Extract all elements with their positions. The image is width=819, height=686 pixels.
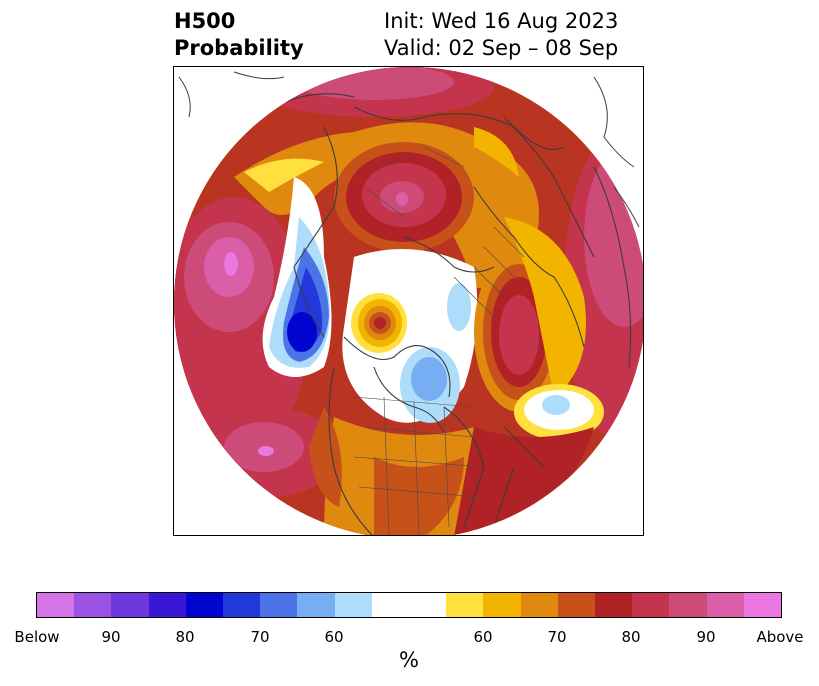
map-frame — [173, 66, 644, 536]
map-title-right: Init: Wed 16 Aug 2023 Valid: 02 Sep – 08… — [384, 8, 618, 62]
colorbar-tick-label: 80 — [621, 628, 641, 646]
colorbar-segment — [557, 593, 596, 617]
colorbar-segment — [334, 593, 372, 617]
colorbar-segment — [297, 593, 335, 617]
country-borders — [353, 146, 525, 535]
colorbar-tick-label: Above — [756, 628, 804, 646]
colorbar-segment — [446, 593, 484, 617]
title-product: Probability — [174, 36, 304, 60]
colorbar-segment — [632, 593, 670, 617]
colorbar-segment — [595, 593, 633, 617]
colorbar-tick-label: 80 — [175, 628, 195, 646]
colorbar-segment — [483, 593, 521, 617]
colorbar-segment — [743, 593, 782, 617]
colorbar-segment — [74, 593, 112, 617]
colorbar-segment — [409, 593, 447, 617]
colorbar-segment — [669, 593, 707, 617]
colorbar-tick-label: Below — [14, 628, 60, 646]
colorbar-tick-label: 60 — [473, 628, 493, 646]
outer-coastlines — [178, 71, 640, 228]
probability-map — [174, 67, 643, 535]
colorbar-segment — [148, 593, 186, 617]
colorbar-tick-label: 90 — [101, 628, 121, 646]
colorbar-segment — [371, 593, 410, 617]
colorbar-segment — [706, 593, 744, 617]
colorbar — [36, 592, 782, 618]
colorbar-segment — [37, 593, 75, 617]
colorbar-segment — [223, 593, 261, 617]
colorbar-segment — [185, 593, 224, 617]
colorbar-segment — [260, 593, 298, 617]
title-init-date: Init: Wed 16 Aug 2023 — [384, 9, 619, 33]
map-title-left: H500 Probability — [174, 8, 304, 62]
coastlines — [273, 93, 632, 535]
probability-field — [174, 67, 643, 535]
colorbar-tick-label: 70 — [547, 628, 567, 646]
colorbar-label: % — [399, 648, 419, 672]
title-valid-range: Valid: 02 Sep – 08 Sep — [384, 36, 619, 60]
colorbar-segment — [111, 593, 149, 617]
title-variable: H500 — [174, 9, 236, 33]
colorbar-tick-label: 90 — [696, 628, 716, 646]
colorbar-tick-label: 70 — [250, 628, 270, 646]
colorbar-segment — [520, 593, 558, 617]
colorbar-tick-label: 60 — [324, 628, 344, 646]
